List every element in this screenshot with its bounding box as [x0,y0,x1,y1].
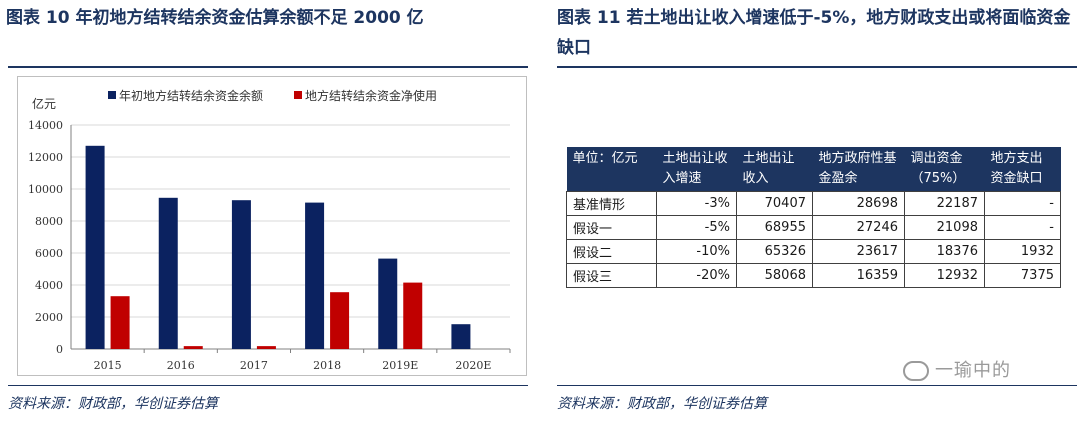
table-cell: 18376 [904,239,985,264]
y-tick-label: 0 [56,343,63,356]
table-cell: 68955 [736,215,813,240]
table-header-cell: 地方支出资金缺口 [984,147,1061,192]
y-tick-label: 4000 [35,279,63,292]
x-tick-label: 2020E [455,359,491,372]
table-row: 基准情形 -3% 70407 28698 22187 - [566,191,1061,216]
table-cell: 7375 [984,263,1061,288]
table-cell: -10% [656,239,737,264]
table-cell: -5% [656,215,737,240]
table-header-cell: 土地出让收入 [736,147,813,192]
table-cell: 假设一 [566,215,657,240]
bar-balance [378,258,398,349]
bar-net-use [256,346,276,349]
table-cell: 28698 [812,191,905,216]
x-tick-label: 2016 [167,359,195,372]
y-axis-unit: 亿元 [32,96,56,111]
table-cell: -20% [656,263,737,288]
chart-frame: 亿元 0 2000 4000 6000 8000 10000 12000 14000 2015 20… [17,76,527,376]
bar-balance [158,197,178,349]
legend-swatch [108,91,116,99]
x-tick-label: 2015 [94,359,122,372]
table-cell: 1932 [984,239,1061,264]
bar-net-use [403,282,423,349]
table-row: 假设二 -10% 65326 23617 18376 1932 [566,239,1061,264]
bar-balance [451,324,471,349]
table-header-row: 单位：亿元 土地出让收入增速 土地出让收入 地方政府性基金盈余 调出资金（75%… [566,147,1061,192]
table-cell: 70407 [736,191,813,216]
source-note-right: 资料来源：财政部，华创证券估算 [557,396,767,412]
table-cell: 假设三 [566,263,657,288]
table-cell: - [984,215,1061,240]
figure-10-title: 图表 10 年初地方结转结余资金估算余额不足 2000 亿 [6,8,424,28]
bar-balance [305,202,325,349]
table-row: 假设三 -20% 58068 16359 12932 7375 [566,263,1061,288]
table-cell: 58068 [736,263,813,288]
title-rule-right [557,66,1077,68]
table-cell: 16359 [812,263,905,288]
table-cell: -3% [656,191,737,216]
legend-label: 地方结转结余资金净使用 [305,88,437,103]
x-tick-label: 2019E [382,359,418,372]
legend-label: 年初地方结转结余资金余额 [119,88,263,103]
table-cell: 27246 [812,215,905,240]
y-tick-label: 6000 [35,247,63,260]
table-cell: 21098 [904,215,985,240]
source-note-left: 资料来源：财政部，华创证券估算 [8,396,218,412]
x-tick-label: 2018 [313,359,341,372]
table-header-cell: 土地出让收入增速 [656,147,737,192]
table-cell: 假设二 [566,239,657,264]
bar-balance [231,200,251,349]
table-cell: - [984,191,1061,216]
table-row: 假设一 -5% 68955 27246 21098 - [566,215,1061,240]
table-cell: 65326 [736,239,813,264]
y-tick-label: 8000 [35,215,63,228]
source-rule-right [557,385,1077,386]
table-cell: 12932 [904,263,985,288]
bar-net-use [110,296,130,349]
figure-11-title: 图表 11 若土地出让收入增速低于-5%，地方财政支出或将面临资金缺口 [557,8,1071,58]
y-tick-label: 12000 [28,151,63,164]
table-header-cell: 地方政府性基金盈余 [812,147,905,192]
table-cell: 基准情形 [566,191,657,216]
y-tick-label: 14000 [28,119,63,132]
bar-chart: 亿元 0 2000 4000 6000 8000 10000 12000 14000 2015 20… [28,88,511,372]
watermark: 一瑜中的 [903,356,1011,382]
source-rule-left [8,385,528,386]
table-cell: 22187 [904,191,985,216]
table-header-cell: 单位：亿元 [566,147,657,192]
legend-swatch [294,91,302,99]
title-rule-left [8,66,528,68]
bar-balance [85,145,105,349]
land-revenue-table: 单位：亿元 土地出让收入增速 土地出让收入 地方政府性基金盈余 调出资金（75%… [566,147,1061,288]
bar-net-use [183,346,203,349]
wechat-icon [903,361,929,381]
bar-net-use [330,292,350,349]
table-cell: 23617 [812,239,905,264]
x-tick-label: 2017 [240,359,268,372]
y-tick-label: 2000 [35,311,63,324]
table-header-cell: 调出资金（75%） [904,147,985,192]
y-tick-label: 10000 [28,183,63,196]
watermark-text: 一瑜中的 [935,360,1011,381]
